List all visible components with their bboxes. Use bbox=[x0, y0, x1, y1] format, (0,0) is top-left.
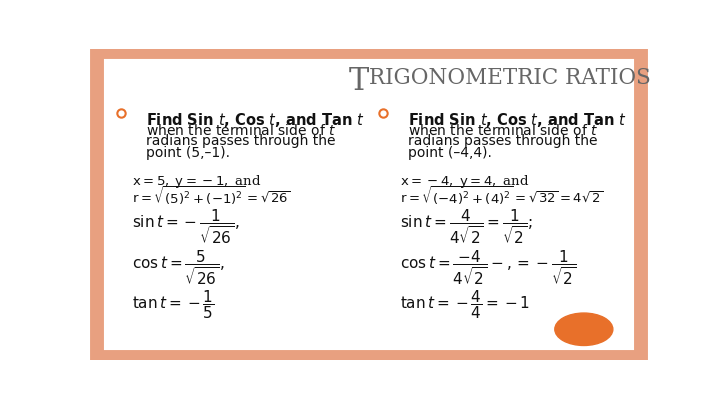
Text: $\tan t = -\dfrac{4}{4} = -1$: $\tan t = -\dfrac{4}{4} = -1$ bbox=[400, 289, 530, 322]
Text: when the terminal side of $t$: when the terminal side of $t$ bbox=[145, 124, 336, 139]
FancyBboxPatch shape bbox=[96, 52, 642, 357]
Text: $\sin t = \dfrac{4}{4\sqrt{2}} = \dfrac{1}{\sqrt{2}};$: $\sin t = \dfrac{4}{4\sqrt{2}} = \dfrac{… bbox=[400, 208, 532, 246]
Text: $\mathrm{x} = 5,\; \mathrm{y} = -1,$ and: $\mathrm{x} = 5,\; \mathrm{y} = -1,$ and bbox=[132, 173, 261, 190]
Text: T: T bbox=[348, 66, 369, 97]
Text: Find Sin $t$, Cos $t$, and Tan $t$: Find Sin $t$, Cos $t$, and Tan $t$ bbox=[145, 111, 364, 129]
Text: $\mathrm{r} = \sqrt{(-4)^2+(4)^2} = \sqrt{32} = 4\sqrt{2}$: $\mathrm{r} = \sqrt{(-4)^2+(4)^2} = \sqr… bbox=[400, 185, 603, 207]
Text: point (–4,4).: point (–4,4). bbox=[408, 146, 492, 160]
Text: radians passes through the: radians passes through the bbox=[408, 134, 598, 148]
Text: $\sin t = -\dfrac{1}{\sqrt{26}},$: $\sin t = -\dfrac{1}{\sqrt{26}},$ bbox=[132, 208, 240, 246]
Text: $\cos t = \dfrac{-4}{4\sqrt{2}}-, = -\dfrac{1}{\sqrt{2}}$: $\cos t = \dfrac{-4}{4\sqrt{2}}-, = -\df… bbox=[400, 248, 576, 287]
Text: $\mathrm{r} = \sqrt{(5)^2+(-1)^2} = \sqrt{26}$: $\mathrm{r} = \sqrt{(5)^2+(-1)^2} = \sqr… bbox=[132, 185, 290, 207]
Text: $\mathrm{x} = -4,\; \mathrm{y} = 4,$ and: $\mathrm{x} = -4,\; \mathrm{y} = 4,$ and bbox=[400, 173, 529, 190]
Text: radians passes through the: radians passes through the bbox=[145, 134, 336, 148]
Text: Find Sin $t$, Cos $t$, and Tan $t$: Find Sin $t$, Cos $t$, and Tan $t$ bbox=[408, 111, 627, 129]
Text: $\cos t = \dfrac{5}{\sqrt{26}},$: $\cos t = \dfrac{5}{\sqrt{26}},$ bbox=[132, 248, 225, 287]
Text: when the terminal side of $t$: when the terminal side of $t$ bbox=[408, 124, 598, 139]
Text: RIGONOMETRIC RATIOS: RIGONOMETRIC RATIOS bbox=[369, 67, 651, 89]
Circle shape bbox=[555, 313, 613, 345]
Text: $\tan t = -\dfrac{1}{5}$: $\tan t = -\dfrac{1}{5}$ bbox=[132, 289, 215, 322]
Text: point (5,–1).: point (5,–1). bbox=[145, 146, 230, 160]
